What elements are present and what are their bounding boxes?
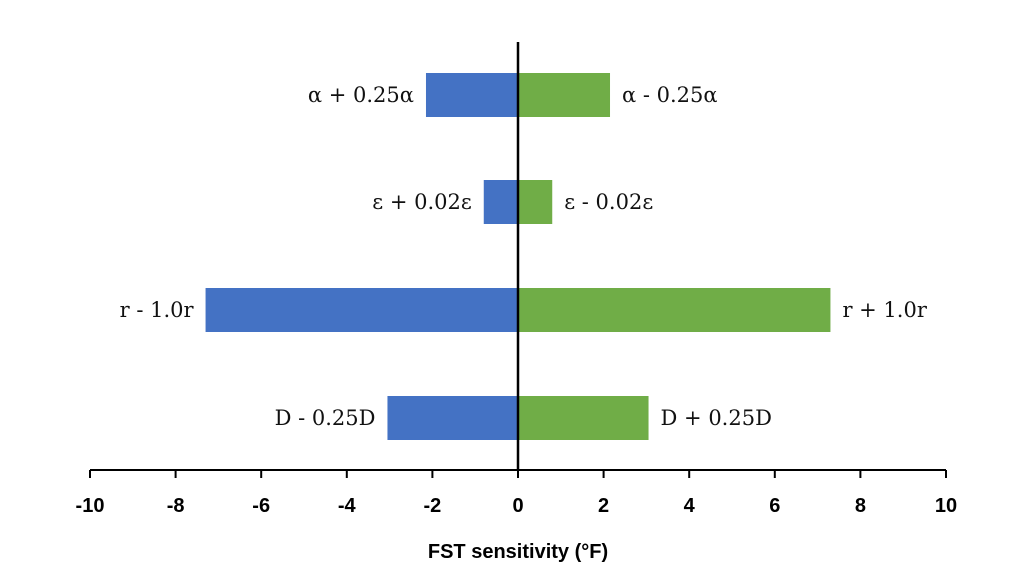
bar-label-positive: ε - 0.02ε: [564, 190, 653, 214]
x-tick-label: -2: [424, 495, 442, 517]
bar-label-positive: r + 1.0r: [842, 298, 927, 322]
x-tick-label: -8: [167, 495, 185, 517]
bar-positive: [518, 73, 611, 117]
bar-negative: [387, 396, 518, 440]
bar-label-positive: D + 0.25D: [661, 406, 772, 430]
bars-layer: [205, 73, 831, 440]
bar-positive: [518, 396, 649, 440]
bar-label-negative: ε + 0.02ε: [372, 190, 471, 214]
x-tick-label: 10: [935, 495, 957, 517]
bar-negative: [425, 73, 518, 117]
bar-positive: [518, 180, 553, 224]
bar-labels-layer: α + 0.25α α - 0.25α ε + 0.02ε ε - 0.02ε r - …: [120, 83, 928, 430]
x-tick-label: 6: [769, 495, 780, 517]
bar-positive: [518, 288, 831, 332]
bar-label-positive: α - 0.25α: [622, 83, 718, 107]
bar-negative: [483, 180, 518, 224]
bar-negative: [205, 288, 518, 332]
x-axis-title: FST sensitivity (°F): [428, 541, 608, 563]
bar-label-negative: α + 0.25α: [308, 83, 414, 107]
x-axis: -10 -8 -6 -4 -2 0 2 4 6 8 10: [76, 42, 957, 517]
bar-label-negative: r - 1.0r: [120, 298, 195, 322]
x-tick-label: 0: [512, 495, 523, 517]
x-tick-label: 4: [684, 495, 696, 517]
x-tick-label: 2: [598, 495, 609, 517]
x-tick-label: -4: [338, 495, 357, 517]
x-tick-label: 8: [855, 495, 866, 517]
x-tick-label: -10: [76, 495, 105, 517]
x-tick-label: -6: [252, 495, 270, 517]
bar-label-negative: D - 0.25D: [275, 406, 376, 430]
